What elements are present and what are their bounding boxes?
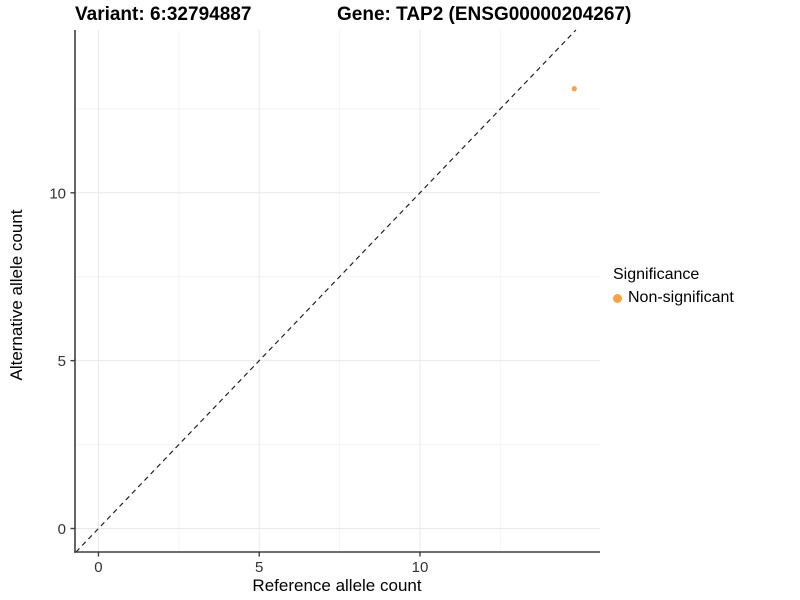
y-tick-label: 5 (58, 353, 66, 370)
legend-point-icon (613, 293, 622, 303)
legend-title: Significance (613, 266, 700, 283)
x-axis-title: Reference allele count (252, 576, 422, 595)
gene-title: Gene: TAP2 (ENSG00000204267) (337, 4, 632, 25)
x-tick-label: 0 (94, 559, 102, 576)
legend-item-label: Non-significant (628, 289, 734, 306)
x-tick-label: 10 (412, 559, 429, 576)
y-tick-label: 0 (58, 521, 66, 538)
legend-item: Non-significant (613, 289, 734, 307)
x-tick-label: 5 (255, 559, 263, 576)
identity-line (75, 29, 577, 553)
variant-title: Variant: 6:32794887 (75, 4, 252, 25)
data-point (571, 86, 577, 92)
y-tick-label: 10 (49, 185, 66, 202)
legend: Significance Non-significant (613, 266, 734, 307)
